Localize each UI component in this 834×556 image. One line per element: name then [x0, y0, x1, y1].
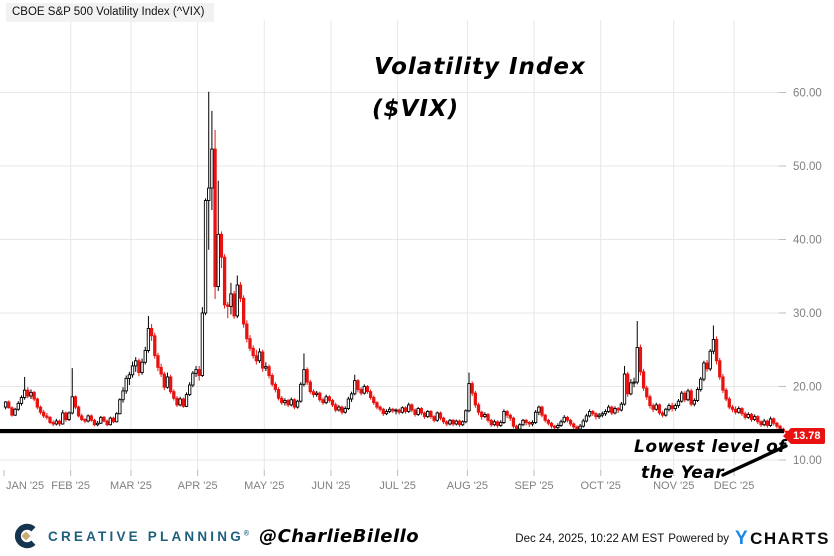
last-price-badge: 13.78 — [783, 428, 825, 444]
footer-attribution: Dec 24, 2025, 10:22 AM EST Powered by Y … — [515, 528, 830, 550]
callout-arrow — [721, 444, 788, 477]
timestamp: Dec 24, 2025, 10:22 AM EST — [515, 533, 665, 545]
chart-title: CBOE S&P 500 Volatility Index (^VIX) — [6, 3, 215, 22]
svg-text:AUG '25: AUG '25 — [447, 480, 488, 492]
svg-text:50.00: 50.00 — [793, 161, 822, 173]
chart-annotation-line1: Volatility Index — [374, 54, 586, 80]
brand-name: CREATIVE PLANNING® — [48, 528, 250, 544]
ycharts-logo: Y CHARTS — [735, 528, 830, 550]
axis-ticks — [3, 92, 786, 476]
svg-text:DEC '25: DEC '25 — [714, 480, 755, 492]
vix-candlestick-chart: 10.00 20.00 30.00 40.00 50.00 60.00 JAN '25 FEB… — [0, 20, 822, 492]
svg-text:NOV '25: NOV '25 — [653, 480, 694, 492]
twitter-handle: @CharlieBilello — [259, 525, 420, 547]
candles-group — [3, 91, 789, 437]
svg-text:JAN '25: JAN '25 — [6, 480, 44, 492]
svg-text:JUL '25: JUL '25 — [379, 480, 416, 492]
lowest-level-annotation-line1: Lowest level of — [634, 437, 787, 457]
svg-text:FEB '25: FEB '25 — [51, 480, 90, 492]
lowest-level-annotation-line2: the Year — [641, 463, 725, 483]
svg-text:40.00: 40.00 — [793, 235, 822, 247]
footer: CREATIVE PLANNING® @CharlieBilello Dec 2… — [0, 514, 834, 556]
chart-annotation-line2: ($VIX) — [372, 96, 460, 122]
x-axis-labels: JAN '25 FEB '25 MAR '25 APR '25 MAY '25 JUN '… — [6, 480, 754, 492]
svg-text:10.00: 10.00 — [793, 455, 822, 467]
y-axis-labels: 10.00 20.00 30.00 40.00 50.00 60.00 — [793, 88, 822, 468]
last-price-value: 13.78 — [791, 428, 825, 444]
ycharts-y-glyph: Y — [734, 528, 750, 549]
gridlines — [0, 20, 786, 470]
svg-text:MAY '25: MAY '25 — [244, 480, 284, 492]
svg-text:20.00: 20.00 — [793, 382, 822, 394]
svg-text:MAR '25: MAR '25 — [110, 480, 152, 492]
ycharts-wordmark: CHARTS — [750, 529, 830, 548]
powered-by-label: Powered by — [668, 533, 729, 545]
brand-trademark: ® — [243, 530, 250, 537]
footer-brand: CREATIVE PLANNING® @CharlieBilello — [12, 522, 419, 550]
svg-text:JUN '25: JUN '25 — [312, 480, 351, 492]
svg-text:APR '25: APR '25 — [178, 480, 218, 492]
support-line — [0, 428, 784, 434]
svg-text:SEP '25: SEP '25 — [514, 480, 553, 492]
creative-planning-logo-icon — [14, 523, 36, 549]
svg-text:OCT '25: OCT '25 — [581, 480, 621, 492]
svg-text:30.00: 30.00 — [793, 308, 822, 320]
svg-text:60.00: 60.00 — [793, 88, 822, 100]
badge-arrow-tip-icon — [783, 428, 791, 444]
